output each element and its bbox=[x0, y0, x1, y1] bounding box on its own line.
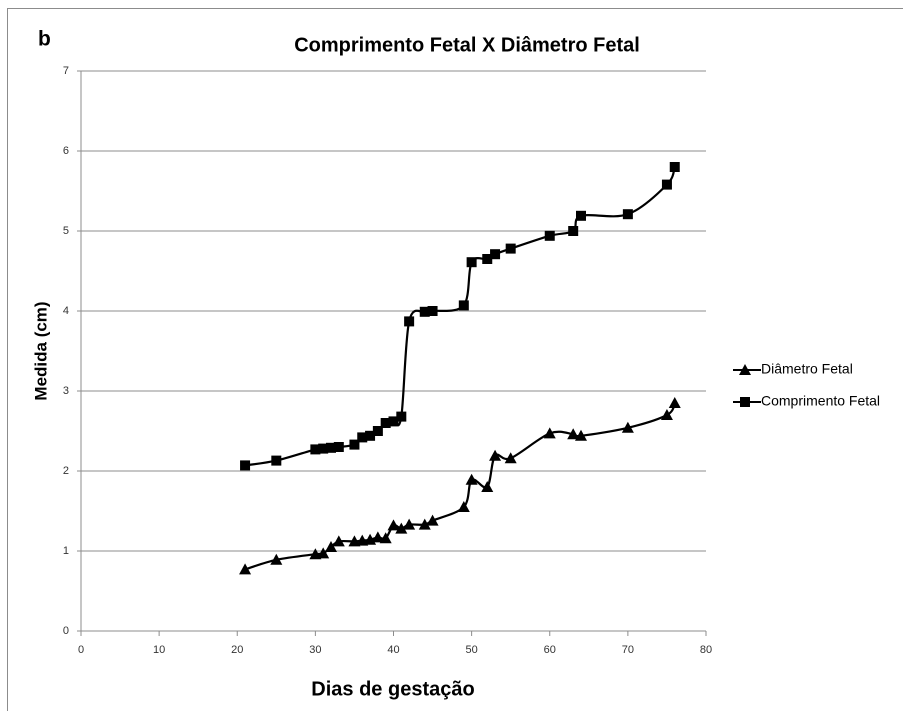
x-tick-label: 70 bbox=[622, 644, 634, 656]
marker-square bbox=[372, 426, 383, 436]
marker-square bbox=[310, 444, 321, 455]
marker-square bbox=[396, 411, 407, 422]
x-tick-label: 10 bbox=[153, 644, 165, 656]
marker-triangle bbox=[387, 519, 400, 531]
legend-label: Diâmetro Fetal bbox=[761, 361, 853, 377]
marker-square bbox=[365, 430, 376, 441]
y-tick-label: 2 bbox=[63, 465, 69, 477]
marker-triangle bbox=[395, 522, 408, 534]
y-axis-label: Medida (cm) bbox=[31, 301, 50, 400]
x-axis-label: Dias de gestação bbox=[311, 678, 474, 700]
marker-triangle bbox=[325, 541, 337, 552]
legend-marker bbox=[740, 397, 750, 407]
marker-square bbox=[661, 179, 672, 190]
chart-title: Comprimento Fetal X Diâmetro Fetal bbox=[294, 34, 640, 56]
marker-triangle bbox=[457, 501, 470, 512]
marker-square bbox=[419, 306, 430, 317]
marker-triangle bbox=[668, 397, 681, 408]
marker-square bbox=[544, 230, 555, 241]
marker-square bbox=[622, 209, 633, 220]
marker-square bbox=[669, 162, 680, 172]
marker-square bbox=[388, 416, 399, 427]
marker-square bbox=[357, 432, 368, 443]
marker-triangle bbox=[489, 449, 502, 461]
x-tick-label: 50 bbox=[466, 644, 478, 656]
chart-frame bbox=[7, 8, 903, 711]
marker-triangle bbox=[239, 563, 252, 575]
legend-label: Comprimento Fetal bbox=[761, 393, 880, 409]
y-tick-label: 6 bbox=[63, 145, 69, 157]
marker-triangle bbox=[418, 518, 431, 530]
marker-triangle bbox=[371, 531, 384, 543]
marker-square bbox=[482, 254, 493, 264]
marker-triangle bbox=[426, 514, 439, 526]
marker-square bbox=[349, 439, 360, 450]
marker-square bbox=[568, 226, 579, 236]
marker-square bbox=[240, 460, 251, 471]
marker-square bbox=[576, 210, 586, 221]
x-tick-label: 40 bbox=[387, 644, 399, 656]
marker-triangle bbox=[379, 532, 392, 544]
x-tick-label: 0 bbox=[78, 644, 84, 656]
y-tick-label: 1 bbox=[63, 545, 69, 557]
marker-square bbox=[490, 249, 501, 260]
marker-triangle bbox=[481, 481, 494, 492]
marker-square bbox=[318, 443, 329, 454]
marker-square bbox=[458, 300, 469, 311]
marker-triangle bbox=[543, 427, 556, 439]
marker-triangle bbox=[660, 409, 673, 420]
marker-square bbox=[404, 316, 415, 327]
y-tick-label: 4 bbox=[63, 305, 69, 317]
marker-triangle bbox=[403, 518, 416, 530]
x-tick-label: 60 bbox=[544, 644, 556, 656]
panel-label: b bbox=[38, 28, 51, 51]
marker-triangle bbox=[317, 547, 330, 559]
marker-triangle bbox=[332, 535, 345, 547]
y-tick-label: 5 bbox=[63, 225, 69, 237]
marker-square bbox=[466, 257, 477, 268]
y-tick-label: 0 bbox=[63, 625, 69, 637]
marker-square bbox=[505, 243, 516, 254]
marker-square bbox=[326, 442, 336, 453]
marker-triangle bbox=[270, 553, 283, 565]
marker-triangle bbox=[621, 421, 634, 433]
marker-triangle bbox=[504, 452, 517, 464]
marker-square bbox=[333, 442, 344, 452]
marker-square bbox=[271, 455, 282, 466]
y-tick-label: 3 bbox=[63, 385, 69, 397]
marker-triangle bbox=[567, 428, 580, 440]
x-tick-label: 30 bbox=[309, 644, 321, 656]
x-tick-label: 20 bbox=[231, 644, 243, 656]
x-tick-label: 80 bbox=[700, 644, 712, 656]
marker-square bbox=[380, 418, 391, 428]
marker-triangle bbox=[465, 473, 478, 485]
legend-marker bbox=[739, 364, 751, 375]
y-tick-label: 7 bbox=[63, 65, 69, 77]
marker-triangle bbox=[575, 429, 587, 441]
marker-square bbox=[427, 306, 438, 316]
